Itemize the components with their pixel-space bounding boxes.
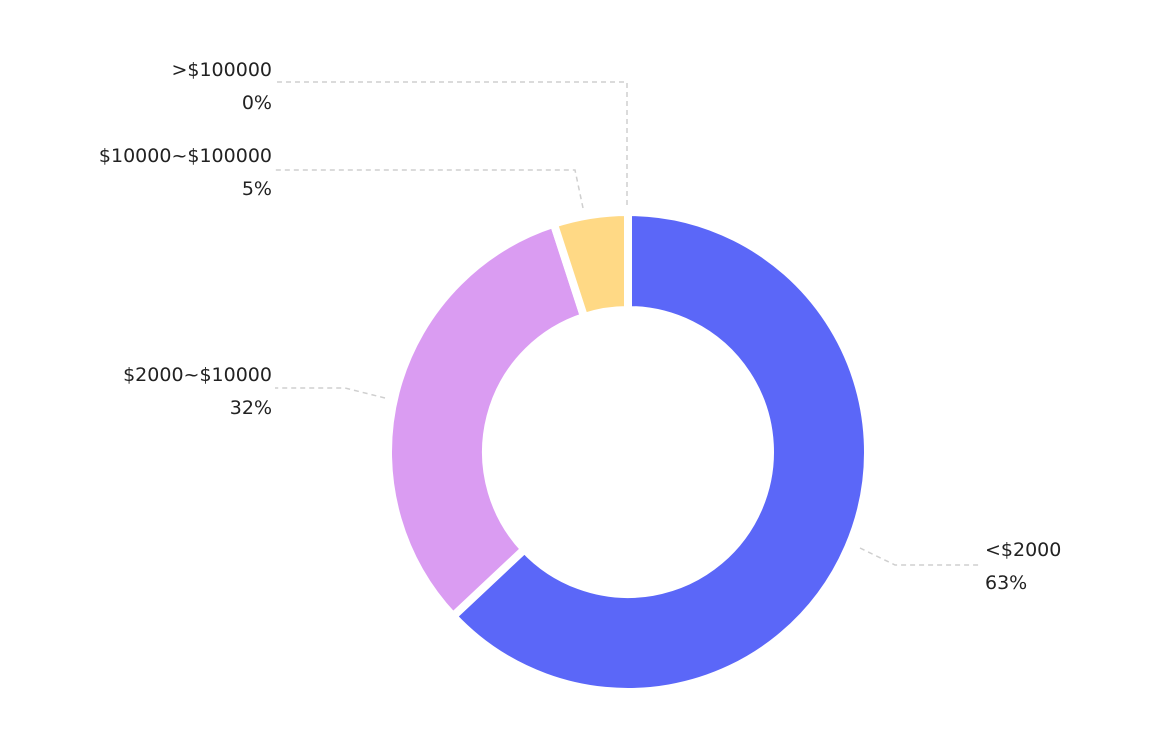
leader-line-3	[275, 81, 628, 205]
slice-percent-0: 63%	[985, 572, 1027, 594]
slice-label-2: $10000~$100000	[99, 145, 272, 167]
slice-label-3: >$100000	[171, 59, 272, 81]
slice-label-1: $2000~$10000	[123, 364, 272, 386]
leader-line-1	[275, 387, 386, 399]
slice-2[interactable]	[549, 208, 632, 321]
slice-label-0: <$2000	[985, 539, 1061, 561]
leader-line-2	[275, 169, 584, 209]
leader-line-0	[859, 547, 980, 566]
slice-1[interactable]	[384, 219, 589, 621]
slice-percent-3: 0%	[242, 92, 272, 114]
slice-percent-2: 5%	[242, 178, 272, 200]
slice-0[interactable]	[449, 208, 872, 696]
slice-percent-1: 32%	[230, 397, 272, 419]
